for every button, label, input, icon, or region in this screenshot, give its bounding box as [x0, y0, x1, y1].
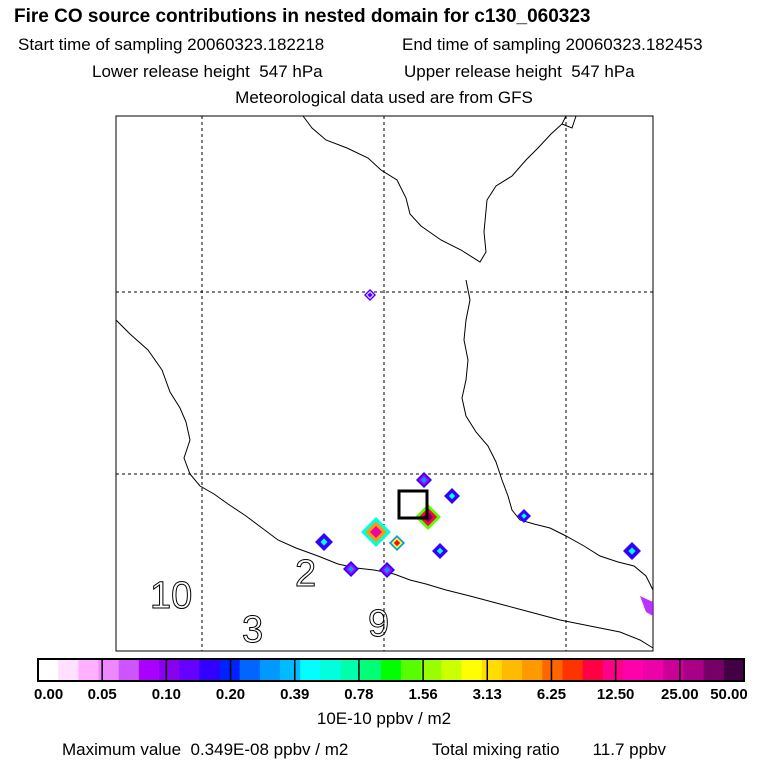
colorbar-cell [380, 659, 402, 681]
colorbar-cell [300, 659, 321, 681]
colorbar-cell [280, 659, 301, 681]
colorbar-cell [239, 659, 261, 681]
colorbar-cell [259, 659, 281, 681]
colorbar-cell [723, 659, 745, 681]
colorbar-cell [522, 659, 543, 681]
sampling-box [397, 489, 429, 520]
upper-height: Upper release height 547 hPa [404, 62, 635, 82]
met-data-line: Meteorological data used are from GFS [235, 88, 533, 107]
colorbar-cell [542, 659, 563, 681]
colorbar-cell [38, 659, 59, 681]
colorbar-cells [38, 659, 745, 681]
upper-height-value: 547 hPa [571, 62, 635, 81]
colorbar-cell [98, 659, 120, 681]
total-mixing-value: 11.7 ppbv [592, 740, 667, 759]
region-label-9: 9 [368, 603, 389, 645]
coastlines [115, 115, 654, 649]
region-label-3: 3 [242, 609, 263, 651]
colorbar-cell [562, 659, 584, 681]
edge-plume [640, 596, 653, 616]
total-mixing-label: Total mixing ratio [432, 740, 560, 759]
end-time-value: 20060323.182453 [565, 35, 703, 54]
hotspot-layer [315, 289, 653, 616]
colorbar-cell [421, 659, 442, 681]
colorbar-cell [582, 659, 604, 681]
colorbar-cell [703, 659, 725, 681]
coastline-path [461, 279, 654, 591]
colorbar-cell [58, 659, 79, 681]
colorbar-tick-label: 3.13 [472, 686, 502, 703]
hotspot-contour [320, 538, 328, 546]
hotspot-contour [367, 292, 373, 298]
colorbar-tick-label: 0.78 [344, 686, 374, 703]
colorbar-cell [179, 659, 200, 681]
max-value: Maximum value 0.349E-08 ppbv / m2 [62, 740, 348, 760]
colorbar-tick-label: 12.50 [596, 686, 635, 703]
colorbar-cell [461, 659, 483, 681]
start-time: Start time of sampling 20060323.182218 [18, 35, 324, 55]
colorbar-cell [360, 659, 382, 681]
max-value-number: 0.349E-08 ppbv / m2 [190, 740, 349, 759]
hotspot-contour [436, 547, 444, 555]
colorbar-cell [602, 659, 624, 681]
colorbar-cell [320, 659, 342, 681]
colorbar-cell [622, 659, 644, 681]
colorbar-tick-label: 0.39 [280, 686, 310, 703]
coastline-path [302, 115, 567, 263]
colorbar-cell [441, 659, 463, 681]
colorbar-tick-label: 0.00 [34, 686, 64, 703]
coastline-path [115, 319, 654, 649]
hotspot-contour [628, 547, 636, 555]
colorbar-cell [683, 659, 705, 681]
coastline-path [561, 115, 577, 129]
hotspot-contour [448, 492, 456, 500]
colorbar-cell [481, 659, 503, 681]
end-time-label: End time of sampling [402, 35, 561, 54]
colorbar-cell [159, 659, 180, 681]
colorbar-tick-label: 1.56 [408, 686, 438, 703]
grid-lines [116, 116, 653, 651]
hotspot-contour [370, 526, 382, 538]
colorbar-cell [138, 659, 160, 681]
end-time: End time of sampling 20060323.182453 [402, 35, 703, 55]
max-value-label: Maximum value [62, 740, 182, 759]
colorbar-cell [199, 659, 221, 681]
region-label-10: 10 [150, 575, 192, 617]
colorbar-tick-label: 25.00 [661, 686, 699, 703]
hotspot-contour [347, 565, 355, 573]
hotspot-contour [521, 513, 527, 519]
colorbar-units: 10E-10 ppbv / m2 [316, 709, 452, 728]
colorbar-tick-label: 0.20 [215, 686, 246, 703]
colorbar-cell [401, 659, 422, 681]
lower-height-value: 547 hPa [259, 62, 323, 81]
colorbar-cell [118, 659, 140, 681]
start-time-value: 20060323.182218 [187, 35, 325, 54]
colorbar-cell [78, 659, 100, 681]
colorbar-cell [643, 659, 664, 681]
colorbar-cell [663, 659, 684, 681]
colorbar-tick-label: 50.00 [710, 686, 748, 703]
colorbar-cell [501, 659, 523, 681]
colorbar-tick-label: 6.25 [536, 686, 567, 703]
hotspot-contour [393, 539, 401, 547]
lower-height-label: Lower release height [92, 62, 250, 81]
chart-title: Fire CO source contributions in nested d… [14, 6, 591, 27]
hotspot-contour [420, 476, 428, 484]
colorbar-ticks [37, 659, 745, 681]
colorbar-cell [340, 659, 362, 681]
hotspot-contour [383, 566, 391, 574]
lower-height: Lower release height 547 hPa [92, 62, 323, 82]
start-time-label: Start time of sampling [18, 35, 183, 54]
colorbar-tick-label: 0.05 [87, 686, 117, 703]
region-label-2: 2 [295, 553, 316, 595]
total-mixing: Total mixing ratio 11.7 ppbv [432, 740, 666, 760]
colorbar-tick-label: 0.10 [151, 686, 181, 703]
upper-height-label: Upper release height [404, 62, 562, 81]
